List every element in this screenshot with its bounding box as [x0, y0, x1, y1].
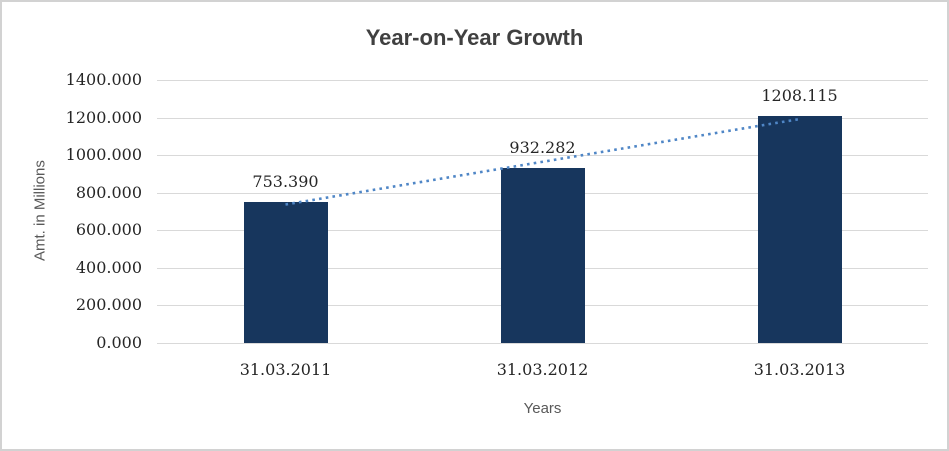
bar-value-label: 932.282 — [509, 137, 576, 157]
gridline — [157, 343, 928, 344]
x-tick-label: 31.03.2011 — [239, 360, 332, 379]
y-tick-label: 0.000 — [96, 333, 142, 352]
y-tick-label: 1400.000 — [65, 70, 142, 89]
trendline — [285, 117, 800, 206]
bar-31.03.2011 — [243, 201, 328, 343]
chart-title: Year-on-Year Growth — [365, 25, 584, 50]
y-tick-label: 600.000 — [75, 220, 142, 240]
y-tick-label: 800.000 — [75, 182, 142, 202]
y-tick-label: 400.000 — [75, 257, 142, 277]
y-tick-label: 200.000 — [75, 295, 142, 315]
x-tick-label: 31.03.2013 — [753, 360, 846, 379]
y-tick-label: 1000.000 — [65, 145, 142, 165]
gridline — [157, 155, 928, 157]
bar-value-label: 1208.115 — [761, 86, 838, 105]
bar-31.03.2013 — [757, 116, 842, 343]
bar-31.03.2012 — [500, 167, 585, 343]
x-tick-label: 31.03.2012 — [496, 360, 589, 379]
x-axis-title: Years — [523, 400, 562, 417]
gridline — [157, 80, 928, 81]
y-tick-label: 1200.000 — [65, 107, 142, 127]
bar-value-label: 753.390 — [252, 171, 319, 191]
gridline — [157, 117, 928, 119]
